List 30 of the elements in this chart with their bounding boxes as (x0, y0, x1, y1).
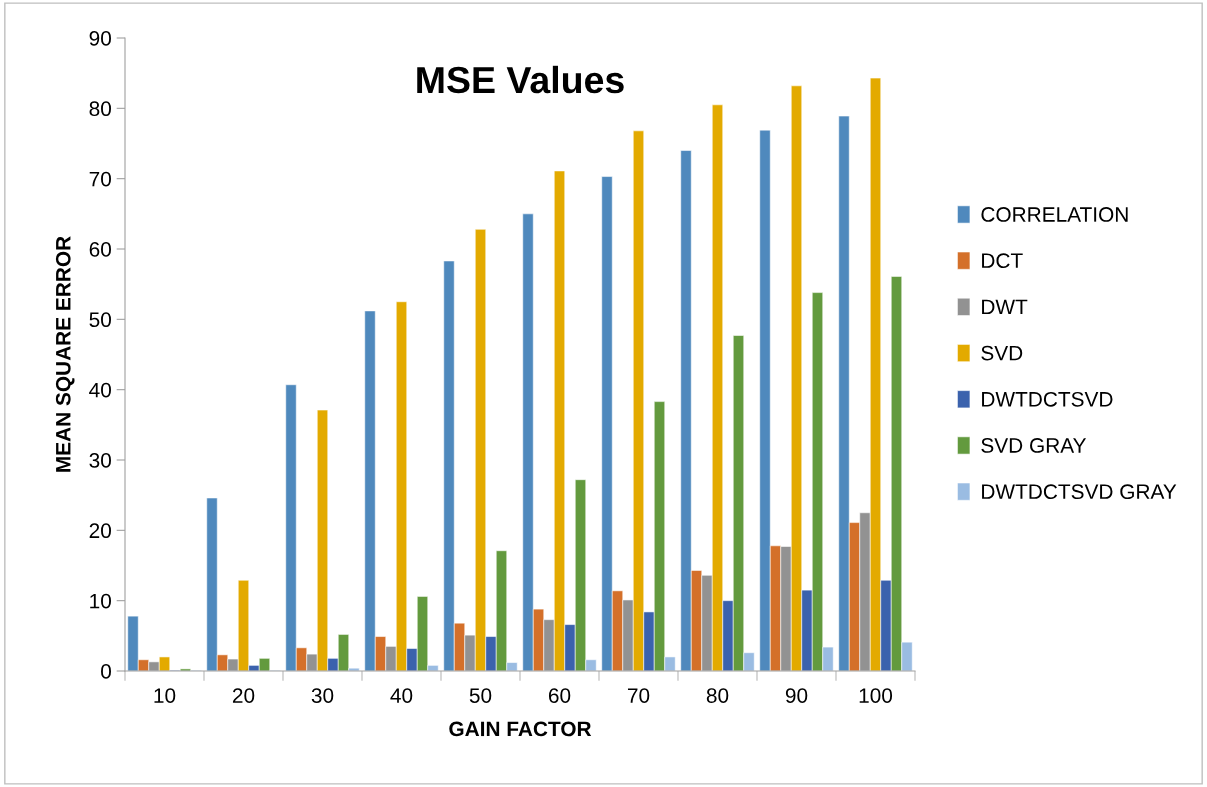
y-tick-label: 70 (89, 171, 111, 187)
y-tick-label: 10 (90, 593, 111, 609)
legend-label: CORRELATION (981, 207, 1128, 222)
x-tick-label: 90 (785, 688, 808, 703)
legend-label: DCT (982, 253, 1023, 269)
x-tick-label: 50 (469, 688, 492, 703)
legend-label: DWTDCTSVD (982, 391, 1113, 407)
legend-label: DWT (982, 299, 1028, 315)
x-tick-label: 20 (232, 688, 255, 703)
y-tick-label: 50 (89, 312, 111, 328)
x-tick-label: 10 (154, 688, 176, 703)
y-axis-title: MEAN SQUARE ERROR (55, 236, 75, 472)
legend-label: SVD (981, 345, 1023, 361)
x-tick-label: 30 (311, 688, 334, 703)
legend-label: DWTDCTSVD GRAY (982, 484, 1177, 500)
x-tick-label: 60 (548, 688, 571, 703)
y-tick-label: 30 (89, 453, 111, 468)
x-tick-label: 70 (627, 688, 650, 703)
legend-label: SVD GRAY (981, 438, 1087, 453)
y-tick-label: 40 (89, 382, 111, 398)
x-axis-title: GAIN FACTOR (449, 721, 592, 737)
x-tick-label: 100 (859, 688, 893, 703)
y-tick-label: 90 (89, 31, 111, 46)
y-tick-label: 20 (89, 523, 111, 539)
x-tick-label: 40 (390, 688, 413, 703)
x-tick-label: 80 (706, 688, 729, 703)
y-tick-label: 60 (89, 242, 111, 257)
y-tick-label: 0 (101, 664, 111, 679)
y-tick-label: 80 (89, 101, 111, 117)
text: MSE Values (417, 65, 624, 94)
